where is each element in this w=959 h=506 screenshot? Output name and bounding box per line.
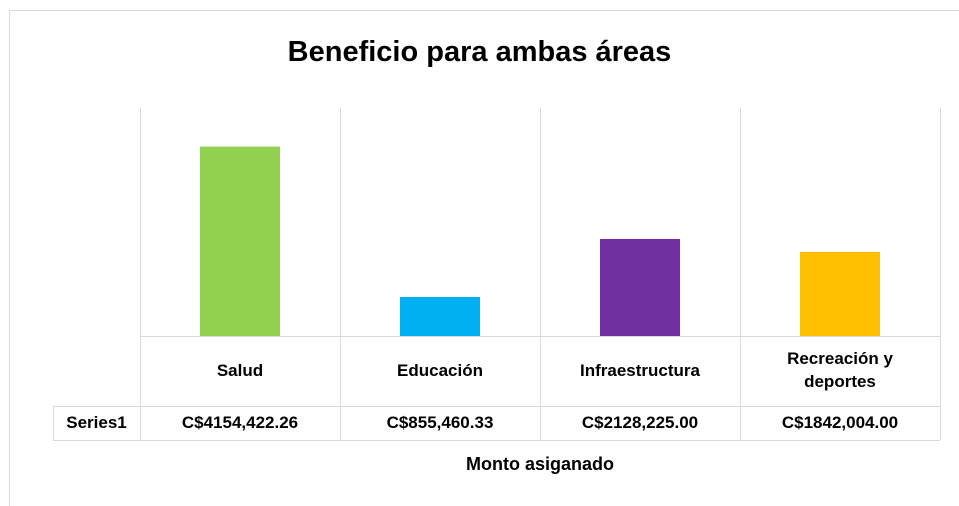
category-label: Educación [397,360,483,380]
bar [600,238,680,336]
data-table-value: C$855,460.33 [386,412,494,432]
bar [400,296,480,336]
data-table-value: C$4154,422.26 [181,412,299,432]
chart-title: Beneficio para ambas áreas [287,36,672,68]
x-axis-title: Monto asiganado [466,454,614,474]
bar [800,252,880,336]
bar [200,146,280,336]
data-table-value: C$1842,004.00 [781,412,899,432]
legend-key: Series1 [66,412,127,432]
data-table-value: C$2128,225.00 [581,412,699,432]
category-label: Recreación y deportes [787,349,893,391]
chart-frame [9,10,959,506]
category-label: Infraestructura [580,360,700,380]
category-label: Salud [216,360,264,380]
